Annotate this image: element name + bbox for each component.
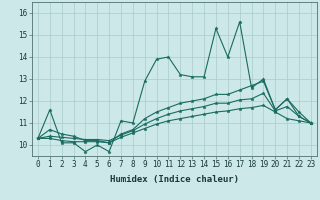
X-axis label: Humidex (Indice chaleur): Humidex (Indice chaleur) xyxy=(110,175,239,184)
